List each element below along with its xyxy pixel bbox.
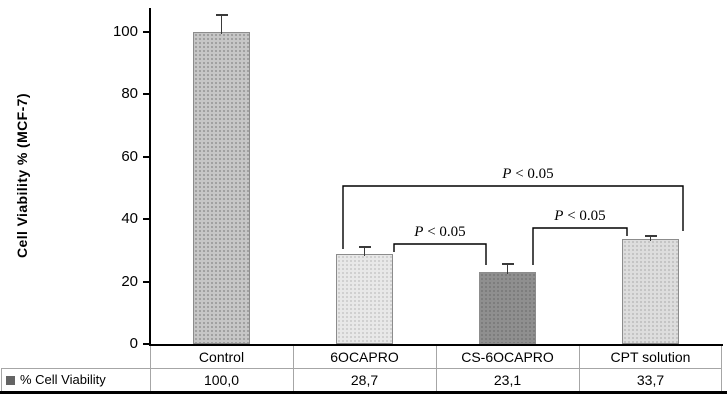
error-bar-cap-cs-6ocapro xyxy=(501,263,514,266)
error-bar-6ocapro xyxy=(363,246,366,257)
bar-cpt-solution xyxy=(622,238,679,344)
plot-area: Cell Viability % (MCF-7) 0 20 40 60 80 100 P <… xyxy=(14,8,723,352)
value-cell-cs-6ocapro: 23,1 xyxy=(493,372,522,388)
y-axis-tick-label: 60 xyxy=(121,147,138,165)
table-border xyxy=(150,346,151,368)
y-axis-tick-label: 80 xyxy=(121,85,138,103)
error-bar-cap-cpt-solution xyxy=(644,234,657,237)
legend-label: % Cell Viability xyxy=(20,372,106,387)
significance-label: P < 0.05 xyxy=(395,224,485,241)
error-bar-control xyxy=(220,14,223,34)
y-axis-title: Cell Viability % (MCF-7) xyxy=(14,93,30,259)
significance-label: P < 0.05 xyxy=(483,166,573,183)
bar-control xyxy=(193,32,250,344)
category-label-control: Control xyxy=(198,349,245,365)
y-axis-tick-mark xyxy=(143,343,150,345)
value-cell-cpt-solution: 33,7 xyxy=(636,372,665,388)
bar-cs-6ocapro xyxy=(479,271,536,344)
value-cell-control: 100,0 xyxy=(203,372,240,388)
table-border xyxy=(721,346,722,368)
y-axis-tick-label: 100 xyxy=(112,23,138,40)
error-bar-cap-6ocapro xyxy=(358,245,371,248)
table-border xyxy=(721,369,722,391)
table-border xyxy=(436,369,437,391)
error-bar-cap-control xyxy=(215,13,228,16)
y-axis-tick-mark xyxy=(143,93,150,96)
error-bar-cs-6ocapro xyxy=(506,264,509,274)
category-label-6ocapro: 6OCAPRO xyxy=(330,349,399,365)
y-axis-tick-label: 40 xyxy=(121,210,138,228)
legend-swatch-icon xyxy=(6,376,15,385)
table-border xyxy=(293,369,294,391)
table-border xyxy=(150,369,151,391)
table-border xyxy=(436,346,437,368)
significance-bracket xyxy=(532,227,628,265)
table-border xyxy=(293,346,294,368)
y-axis-tick-mark xyxy=(143,218,150,221)
x-axis-line xyxy=(149,344,723,346)
significance-bracket xyxy=(393,243,487,265)
table-border xyxy=(1,368,722,369)
y-axis-tick-label: 0 xyxy=(129,335,138,352)
y-axis-tick-mark xyxy=(143,155,150,158)
y-axis-tick-mark xyxy=(143,31,150,33)
legend-row-label: % Cell Viability xyxy=(1,369,150,391)
category-label-cpt-solution: CPT solution xyxy=(610,349,691,365)
error-bar-cpt-solution xyxy=(649,235,652,241)
table-border xyxy=(579,346,580,368)
y-axis-tick-label: 20 xyxy=(121,272,138,290)
y-axis-tick-mark xyxy=(143,280,150,283)
value-cell-6ocapro: 28,7 xyxy=(350,372,379,388)
table-border xyxy=(579,369,580,391)
significance-label: P < 0.05 xyxy=(535,208,625,225)
category-label-cs-6ocapro: CS-6OCAPRO xyxy=(461,349,554,365)
table-bottom-rule xyxy=(0,391,727,394)
y-axis-line xyxy=(149,8,151,346)
bar-6ocapro xyxy=(336,254,393,344)
table-border xyxy=(1,369,2,391)
